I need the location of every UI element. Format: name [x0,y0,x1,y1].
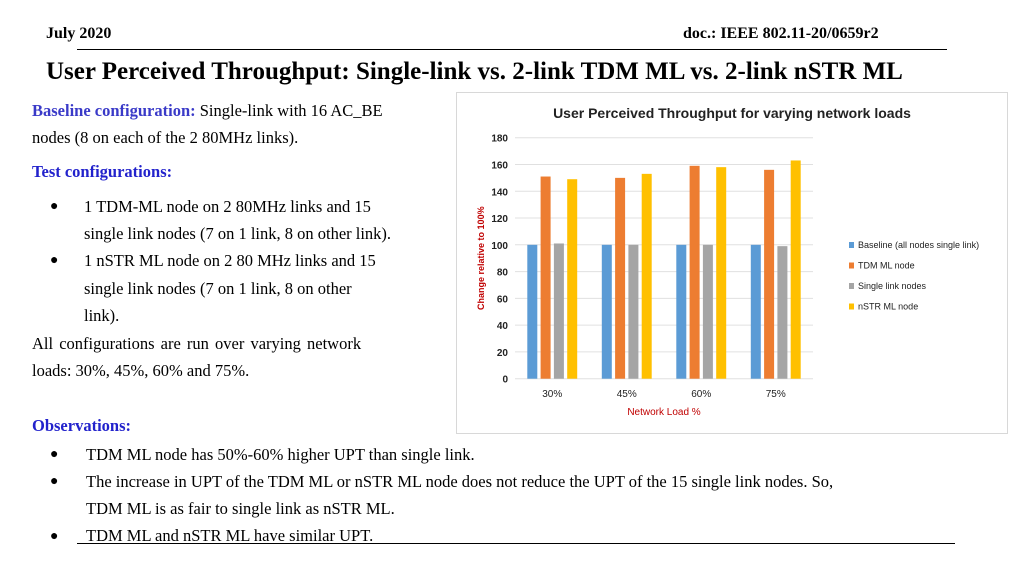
bar-45pct-3 [641,173,652,379]
test-bullet-2-line1: 1 nSTR ML node on 2 80 MHz links and 15 [84,251,376,270]
test-bullet-2-line3: link). [84,306,120,325]
bullet-icon: ● [50,529,59,544]
page-title: User Perceived Throughput: Single-link v… [46,58,903,85]
observation-2: The increase in UPT of the TDM ML or nST… [86,472,834,491]
baseline-label: Baseline configuration: [32,101,196,120]
note-line2: loads: 30%, 45%, 60% and 75%. [32,361,250,380]
y-tick-label: 140 [491,187,508,198]
bar-30pct-0 [527,244,538,379]
y-tick-label: 100 [491,241,508,252]
legend-swatch [849,242,854,248]
observation-2-cont: TDM ML is as fair to single link as nSTR… [86,499,395,518]
baseline-line2: nodes (8 on each of the 2 80MHz links). [32,128,299,147]
x-axis-label: Network Load % [627,407,700,418]
observations-label: Observations: [32,416,131,435]
legend-label: Single link nodes [858,281,927,291]
y-tick-label: 40 [497,321,509,332]
x-tick-label: 45% [617,389,637,400]
bar-75pct-2 [777,246,788,379]
bullet-icon: ● [50,474,59,489]
header-doc-id: doc.: IEEE 802.11-20/0659r2 [683,25,879,42]
bar-60pct-0 [676,244,687,379]
bullet-icon: ● [50,447,59,462]
bar-60pct-1 [689,165,700,379]
x-tick-label: 30% [542,389,562,400]
bullet-icon: ● [50,253,59,268]
legend-swatch [849,283,854,289]
bar-chart: User Perceived Throughput for varying ne… [476,105,979,418]
y-tick-label: 180 [491,134,508,145]
bullet-icon: ● [50,199,59,214]
header-date: July 2020 [46,25,112,42]
bar-75pct-1 [764,169,775,379]
bar-30pct-3 [567,179,578,379]
test-bullet-2-line2: single link nodes (7 on 1 link, 8 on oth… [84,279,352,298]
y-tick-label: 160 [491,160,508,171]
bar-45pct-2 [628,244,639,379]
bar-30pct-1 [540,176,551,379]
bar-30pct-2 [553,243,564,379]
y-tick-label: 20 [497,348,509,359]
test-config-label: Test configurations: [32,162,173,181]
x-tick-label: 60% [691,389,711,400]
bar-75pct-0 [750,244,761,379]
test-bullet-1-line1: 1 TDM-ML node on 2 80MHz links and 15 [84,197,371,216]
x-tick-label: 75% [766,389,786,400]
observation-1: TDM ML node has 50%-60% higher UPT than … [86,445,475,464]
footer-rule [77,543,955,544]
baseline-text: Single-link with 16 AC_BE [195,101,383,120]
bar-60pct-2 [702,244,713,379]
baseline-line1: Baseline configuration: Single-link with… [32,97,383,124]
bar-75pct-3 [790,160,801,379]
y-tick-label: 120 [491,214,508,225]
bar-45pct-0 [601,244,612,379]
test-bullet-1-line2: single link nodes (7 on 1 link, 8 on oth… [84,224,392,243]
bar-45pct-1 [615,177,626,379]
y-tick-label: 0 [502,375,508,386]
y-tick-label: 80 [497,268,509,279]
y-tick-label: 60 [497,294,509,305]
legend-label: Baseline (all nodes single link) [858,240,979,250]
chart-panel: User Perceived Throughput for varying ne… [456,92,1008,434]
legend-swatch [849,262,854,269]
header-rule [77,49,947,50]
legend-label: TDM ML node [858,261,915,271]
legend-label: nSTR ML node [858,302,918,312]
y-axis-label: Change relative to 100% [476,206,486,310]
legend-swatch [849,303,854,310]
chart-title: User Perceived Throughput for varying ne… [553,105,911,121]
bar-60pct-3 [716,167,727,379]
note-line1: All configurations are run over varying … [32,334,362,353]
observation-3: TDM ML and nSTR ML have similar UPT. [86,526,374,545]
